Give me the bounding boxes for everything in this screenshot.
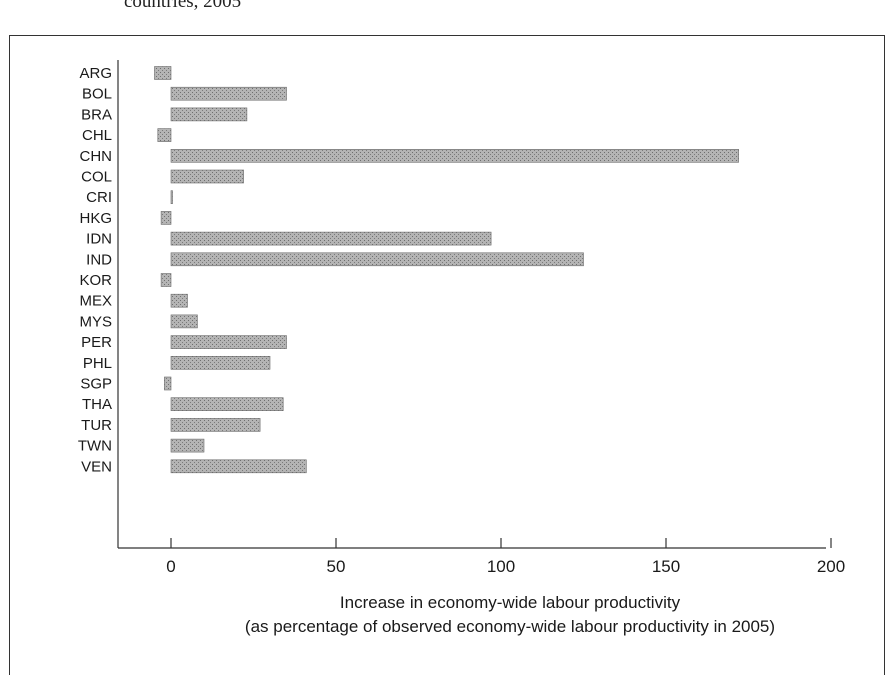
bar-arg <box>154 66 172 80</box>
bar-tur <box>170 418 261 432</box>
category-label-chl: CHL <box>82 127 112 144</box>
category-label-arg: ARG <box>79 65 112 82</box>
category-label-hkg: HKG <box>79 210 112 227</box>
category-label-ven: VEN <box>81 458 112 475</box>
chart-frame <box>9 35 885 675</box>
category-label-per: PER <box>81 334 112 351</box>
category-label-chn: CHN <box>80 148 113 165</box>
x-tick-label-100: 100 <box>487 557 515 576</box>
bar-kor <box>160 273 172 287</box>
category-label-tur: TUR <box>81 417 112 434</box>
x-tick-label-150: 150 <box>652 557 680 576</box>
x-axis-title-line1: Increase in economy-wide labour producti… <box>339 593 681 612</box>
bar-idn <box>170 231 492 246</box>
x-tick-label-200: 200 <box>817 557 845 576</box>
category-label-kor: KOR <box>79 272 112 289</box>
category-label-ind: IND <box>86 251 112 268</box>
bar-twn <box>170 438 205 453</box>
bar-mys <box>170 314 198 329</box>
bar-hkg <box>160 211 172 225</box>
category-label-col: COL <box>81 169 112 186</box>
bar-col <box>170 169 244 184</box>
bar-cri <box>170 190 173 204</box>
category-label-phl: PHL <box>83 355 112 372</box>
bars-group <box>154 66 739 474</box>
bar-mex <box>170 293 188 308</box>
bar-phl <box>170 355 271 370</box>
category-label-cri: CRI <box>86 189 112 206</box>
bar-per <box>170 335 287 349</box>
bar-chl <box>157 128 172 142</box>
category-label-mex: MEX <box>79 293 112 310</box>
x-axis-title-line2: (as percentage of observed economy-wide … <box>244 617 776 636</box>
bar-bra <box>170 107 248 122</box>
x-tick-label-0: 0 <box>166 557 175 576</box>
category-label-tha: THA <box>82 396 112 413</box>
bar-sgp <box>164 376 172 391</box>
x-axis: 0 50 100 150 200 <box>117 60 845 576</box>
bar-ven <box>170 459 307 474</box>
category-label-twn: TWN <box>78 438 112 455</box>
category-label-idn: IDN <box>86 231 112 248</box>
bar-bol <box>170 86 287 101</box>
category-label-mys: MYS <box>79 313 112 330</box>
bar-chn <box>170 149 739 163</box>
bar-tha <box>170 397 284 412</box>
category-label-bra: BRA <box>81 106 112 123</box>
x-tick-label-50: 50 <box>327 557 346 576</box>
category-label-sgp: SGP <box>80 376 112 393</box>
bar-ind <box>170 252 584 267</box>
chart-caption: countries, 2005 <box>124 0 242 12</box>
category-labels: ARG BOL BRA CHL CHN COL CRI HKG IDN IND KOR MEX MYS P… <box>78 65 112 475</box>
category-label-bol: BOL <box>82 86 112 103</box>
